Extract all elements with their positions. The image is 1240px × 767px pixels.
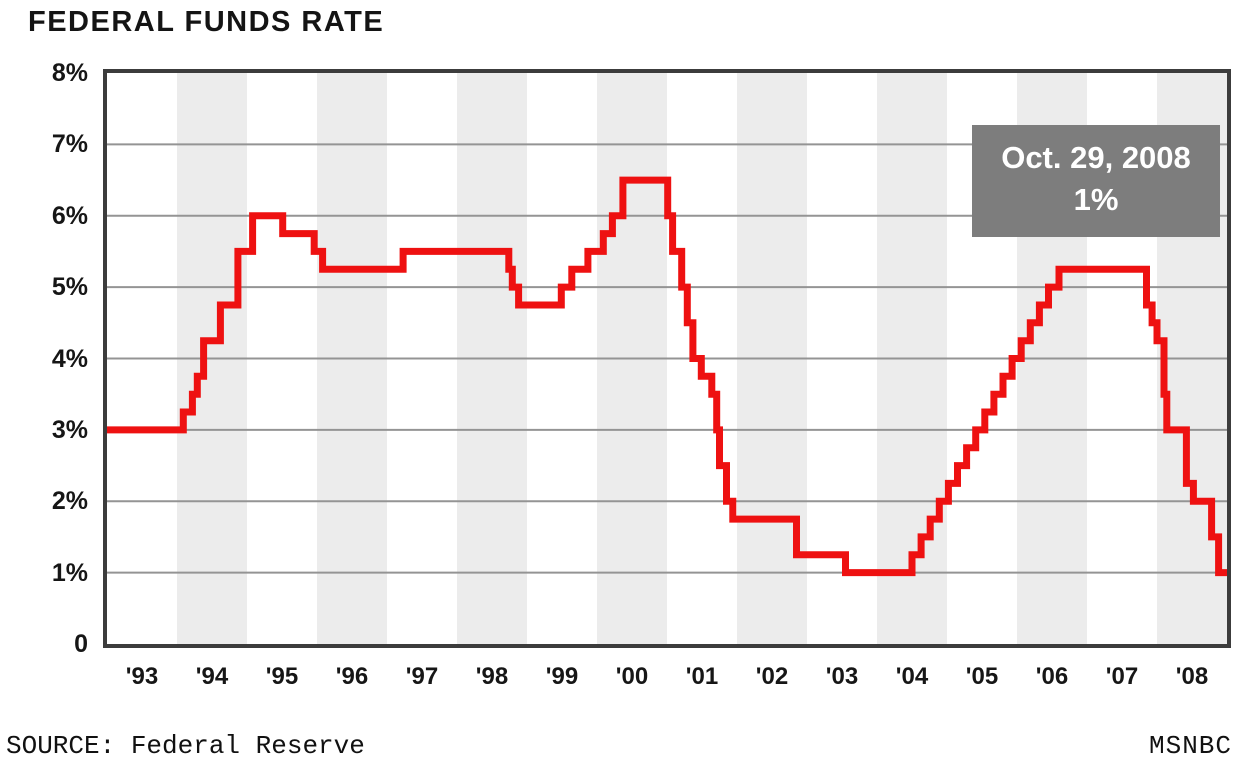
plot-canvas bbox=[107, 73, 1227, 644]
x-tick-label-08: '08 bbox=[1175, 663, 1209, 690]
x-tick-label-94: '94 bbox=[195, 663, 229, 690]
x-tick-label-95: '95 bbox=[265, 663, 299, 690]
y-tick-label-5: 5% bbox=[51, 273, 88, 302]
rate-line bbox=[107, 176, 1227, 577]
annotation-date: Oct. 29, 2008 bbox=[1001, 140, 1191, 175]
y-tick-label-2: 2% bbox=[51, 487, 88, 516]
x-tick-label-02: '02 bbox=[755, 663, 789, 690]
chart-title: FEDERAL FUNDS RATE bbox=[28, 6, 385, 38]
x-tick-label-07: '07 bbox=[1105, 663, 1139, 690]
x-tick-label-93: '93 bbox=[125, 663, 159, 690]
x-tick-label-03: '03 bbox=[825, 663, 859, 690]
x-tick-label-99: '99 bbox=[545, 663, 579, 690]
x-tick-label-00: '00 bbox=[615, 663, 649, 690]
x-tick-label-97: '97 bbox=[405, 663, 439, 690]
y-tick-label-3: 3% bbox=[51, 415, 88, 444]
x-tick-label-98: '98 bbox=[475, 663, 509, 690]
source-attribution: SOURCE: Federal Reserve bbox=[6, 731, 365, 761]
y-tick-label-7: 7% bbox=[51, 130, 88, 159]
plot-area bbox=[103, 69, 1231, 648]
y-tick-label-0: 0 bbox=[74, 630, 88, 658]
y-tick-label-1: 1% bbox=[51, 558, 88, 587]
x-tick-label-01: '01 bbox=[685, 663, 719, 690]
x-tick-label-04: '04 bbox=[895, 663, 929, 690]
brand-logo: MSNBC bbox=[1148, 731, 1232, 761]
annotation-value: 1% bbox=[1073, 182, 1119, 217]
x-tick-label-96: '96 bbox=[335, 663, 369, 690]
y-tick-label-6: 6% bbox=[51, 201, 88, 230]
x-tick-label-05: '05 bbox=[965, 663, 999, 690]
y-tick-label-4: 4% bbox=[51, 344, 88, 373]
annotation-box: Oct. 29, 2008 1% bbox=[972, 125, 1220, 237]
x-tick-label-06: '06 bbox=[1035, 663, 1069, 690]
y-tick-label-8: 8% bbox=[51, 59, 88, 87]
